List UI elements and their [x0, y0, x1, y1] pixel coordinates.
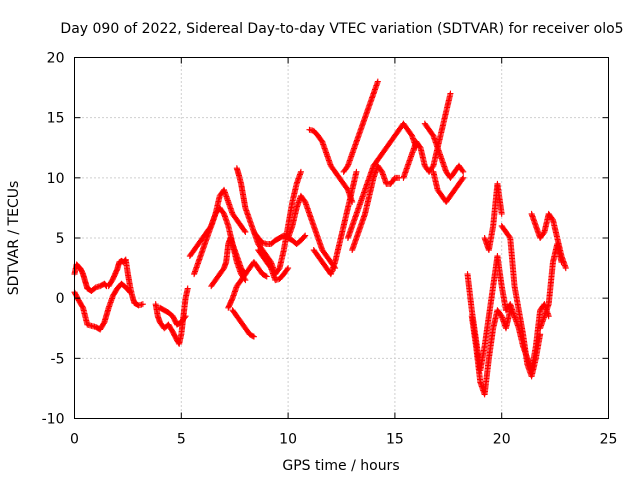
series-track-3: [105, 256, 146, 309]
data-point: [249, 333, 256, 340]
data-point: [182, 313, 189, 320]
data-point: [498, 210, 505, 217]
data-point: [459, 167, 466, 174]
data-point: [549, 215, 556, 222]
data-point: [301, 233, 308, 240]
series-track-19: [349, 162, 403, 254]
series-track-18: [344, 120, 420, 241]
series-track-10: [229, 307, 257, 340]
y-tick-label: -5: [51, 351, 65, 367]
chart-title: Day 090 of 2022, Sidereal Day-to-day VTE…: [60, 21, 623, 37]
series-track-21: [421, 120, 467, 181]
series-track-5: [156, 304, 189, 328]
data-point: [184, 285, 191, 292]
data-point: [507, 307, 514, 314]
data-point: [242, 228, 249, 235]
x-tick-label: 15: [386, 432, 404, 448]
data-point: [540, 230, 547, 237]
series-track-22: [430, 168, 467, 205]
data-point: [250, 333, 257, 340]
data-point: [374, 78, 381, 85]
x-tick-label: 0: [70, 432, 79, 448]
tick-labels: 0 5 10 15 20 25 -10 -5 0 5 10 15 20: [42, 51, 618, 448]
data-point: [263, 273, 270, 280]
series-track-4: [152, 285, 191, 347]
y-tick-label: 5: [56, 231, 65, 247]
data-point: [262, 272, 269, 279]
series-track-16: [310, 168, 360, 278]
data-point: [506, 233, 513, 240]
series-track-12: [250, 228, 309, 248]
y-tick-label: -10: [42, 412, 65, 428]
data-point: [459, 176, 466, 183]
data-point: [460, 168, 467, 175]
series-track-24: [468, 307, 514, 398]
y-tick-label: 20: [47, 51, 65, 67]
data-point: [429, 164, 436, 171]
x-tick-label: 10: [279, 432, 297, 448]
series-track-27: [511, 301, 552, 374]
data-points: [71, 78, 569, 398]
data-point: [139, 301, 146, 308]
y-axis-label: SDTVAR / TECUs: [6, 181, 22, 296]
series-track-25: [481, 180, 505, 254]
series-track-9: [225, 259, 270, 311]
x-tick-label: 20: [493, 432, 511, 448]
x-tick-label: 5: [177, 432, 186, 448]
data-point: [241, 227, 248, 234]
data-point: [284, 266, 291, 273]
y-tick-label: 0: [56, 291, 65, 307]
y-tick-label: 10: [47, 171, 65, 187]
data-point: [297, 168, 304, 175]
x-axis-label: GPS time / hours: [282, 458, 399, 474]
data-point: [558, 259, 565, 266]
axis-ticks: [74, 57, 609, 419]
series-track-13: [255, 247, 292, 284]
y-tick-label: 15: [47, 111, 65, 127]
series-track-29: [537, 241, 565, 332]
data-point: [353, 168, 360, 175]
data-point: [562, 265, 569, 272]
x-tick-label: 25: [600, 432, 618, 448]
data-point: [302, 232, 309, 239]
series-track-14: [285, 192, 339, 272]
data-point: [275, 266, 282, 273]
series-track-17: [340, 78, 381, 175]
data-point: [447, 90, 454, 97]
series-track-8: [208, 235, 249, 290]
grid: [74, 57, 609, 419]
series-track-2: [71, 280, 134, 333]
data-point: [285, 265, 292, 272]
data-point: [79, 303, 86, 310]
data-point: [181, 314, 188, 321]
data-point: [416, 143, 423, 150]
data-point: [460, 174, 467, 181]
